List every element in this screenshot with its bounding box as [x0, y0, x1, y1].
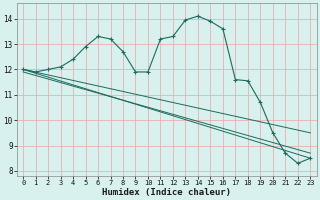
- X-axis label: Humidex (Indice chaleur): Humidex (Indice chaleur): [102, 188, 231, 197]
